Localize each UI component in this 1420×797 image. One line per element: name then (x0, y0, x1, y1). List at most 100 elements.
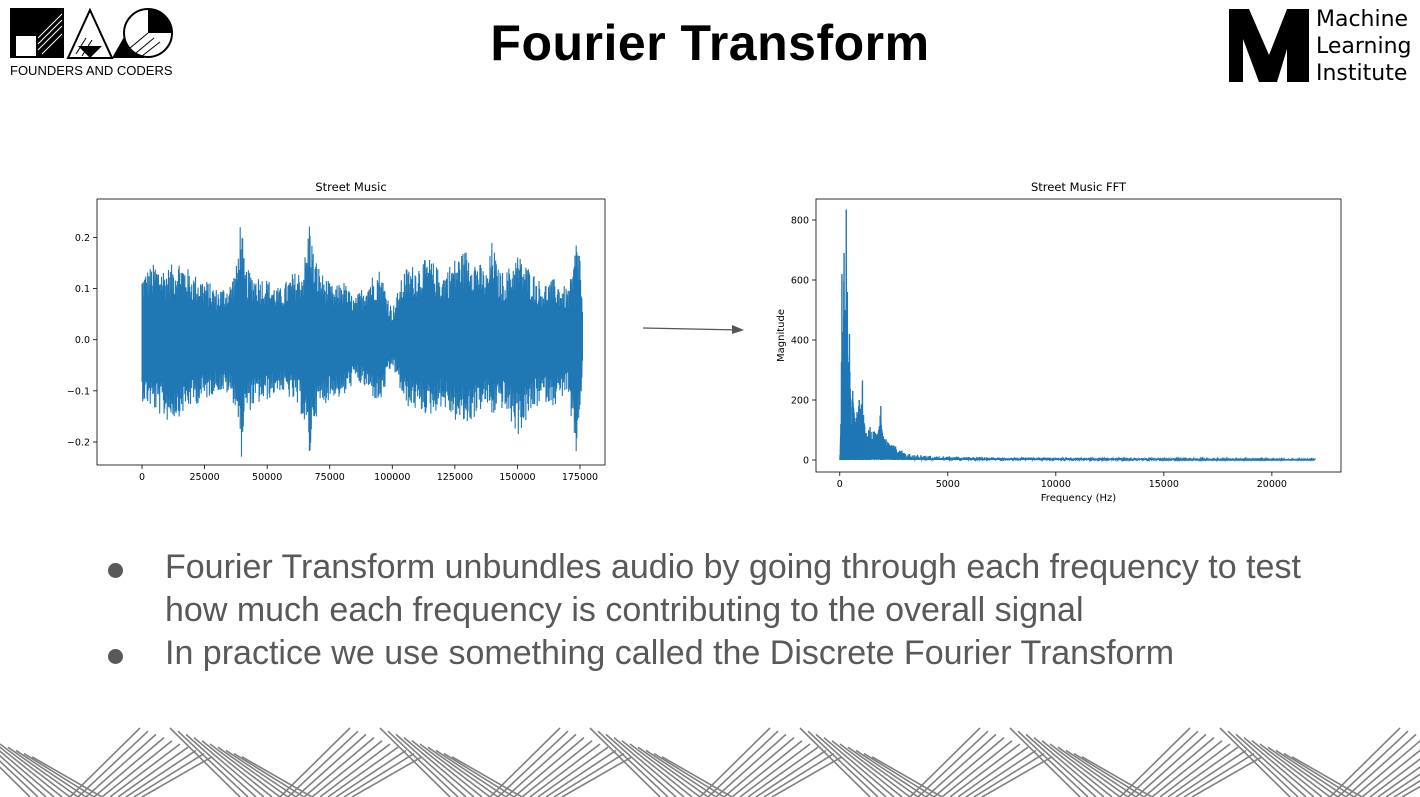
y-tick-label: 200 (791, 396, 809, 407)
street-music-fft-chart: Street Music FFT 0 5000 10000 15000 20000 0 200… (776, 180, 1342, 504)
zigzag-line (335, 749, 407, 797)
zigzag-line (1219, 727, 1291, 797)
zigzag-line (815, 733, 887, 797)
x-tick-label: 75000 (315, 472, 345, 483)
zigzag-line (973, 752, 1045, 797)
zigzag-line (451, 756, 523, 797)
zigzag-line (0, 760, 39, 797)
plot-frame (96, 198, 606, 466)
zigzag-line (823, 736, 895, 797)
zigzag-line (1267, 746, 1339, 797)
zigzag-line (1135, 733, 1207, 797)
zigzag-line (1401, 785, 1420, 797)
zigzag-line (1175, 749, 1247, 797)
zigzag-line (1393, 779, 1420, 797)
chart-title: Street Music FFT (1031, 180, 1127, 194)
zigzag-line (217, 746, 289, 797)
zigzag-line (233, 752, 305, 797)
zigzag-line (653, 752, 725, 797)
y-tick-label: 0 (803, 456, 809, 467)
bullet-dot-icon (108, 649, 123, 664)
zigzag-line (871, 756, 943, 797)
mli-text-line-3: Institute (1316, 61, 1408, 86)
zigzag-line (1159, 743, 1231, 797)
slide-title: Fourier Transform (490, 15, 930, 71)
y-tick-label: 400 (791, 336, 809, 347)
zigzag-line (1259, 743, 1331, 797)
zigzag-line (0, 743, 71, 797)
zigzag-line (839, 743, 911, 797)
zigzag-line (1009, 727, 1081, 797)
zigzag-line (1235, 733, 1307, 797)
zigzag-line (981, 756, 1053, 797)
bullet-item: In practice we use something called the … (108, 632, 1358, 675)
mli-text-line-1: Machine (1316, 7, 1409, 32)
zigzag-line (917, 730, 989, 797)
zigzag-line (387, 730, 459, 797)
zigzag-line (1049, 743, 1121, 797)
zigzag-line (505, 733, 577, 797)
zigzag-line (637, 746, 709, 797)
zigzag-line (1143, 736, 1215, 797)
zigzag-line (521, 740, 593, 797)
zigzag-line (763, 752, 835, 797)
x-tick-label: 15000 (1149, 479, 1179, 490)
zigzag-line (101, 740, 173, 797)
zigzag-line (1227, 730, 1299, 797)
zigzag-line (941, 740, 1013, 797)
street-music-waveform-chart: Street Music 0 25000 50000 75000 100000 125000… (67, 180, 606, 483)
zigzag-line (949, 743, 1021, 797)
zigzag-line (133, 752, 205, 797)
zigzag-line (419, 743, 491, 797)
zigzag-line (85, 733, 157, 797)
x-tick-label: 0 (837, 479, 843, 490)
y-tick-label: 800 (791, 216, 809, 227)
fac-logo-text: FOUNDERS AND CODERS (10, 63, 173, 78)
zigzag-line (201, 740, 273, 797)
waveform-body (142, 267, 583, 409)
zigzag-line (529, 743, 601, 797)
zigzag-line (427, 746, 499, 797)
zigzag-line (117, 746, 189, 797)
zigzag-line (0, 766, 31, 797)
zigzag-line (185, 733, 257, 797)
zigzag-line (241, 756, 313, 797)
zigzag-line (0, 750, 55, 797)
zigzag-line (411, 740, 483, 797)
chart-title: Street Music (315, 180, 386, 194)
zigzag-line (1337, 730, 1409, 797)
zigzag-line (1251, 740, 1323, 797)
y-tick-label: 0.0 (75, 335, 90, 346)
zigzag-line (379, 727, 451, 797)
zigzag-line (863, 752, 935, 797)
zigzag-line (1041, 740, 1113, 797)
zigzag-line (327, 746, 399, 797)
zigzag-line (645, 749, 717, 797)
zigzag-line (589, 727, 661, 797)
zigzag-line (1183, 752, 1255, 797)
zigzag-line (403, 736, 475, 797)
zigzag-line (435, 749, 507, 797)
zigzag-line (1017, 730, 1089, 797)
zigzag-line (747, 746, 819, 797)
zigzag-line (193, 736, 265, 797)
zigzag-line (1377, 766, 1420, 797)
x-axis-label: Frequency (Hz) (1041, 493, 1117, 504)
zigzag-line (1385, 773, 1420, 797)
zigzag-line (537, 746, 609, 797)
zigzag-line (1073, 752, 1145, 797)
zigzag-line (141, 756, 213, 797)
zigzag-line (1345, 733, 1417, 797)
zigzag-line (771, 756, 843, 797)
zigzag-line (1167, 746, 1239, 797)
zigzag-line (497, 730, 569, 797)
zigzag-line (1033, 736, 1105, 797)
zigzag-line (925, 733, 997, 797)
plot-frame (815, 198, 1342, 473)
x-tick-label: 50000 (252, 472, 282, 483)
zigzag-line (15, 749, 87, 797)
bullet-item: Fourier Transform unbundles audio by goi… (108, 546, 1358, 632)
zigzag-line (1283, 752, 1355, 797)
zigzag-line (169, 727, 241, 797)
x-tick-label: 125000 (437, 472, 473, 483)
